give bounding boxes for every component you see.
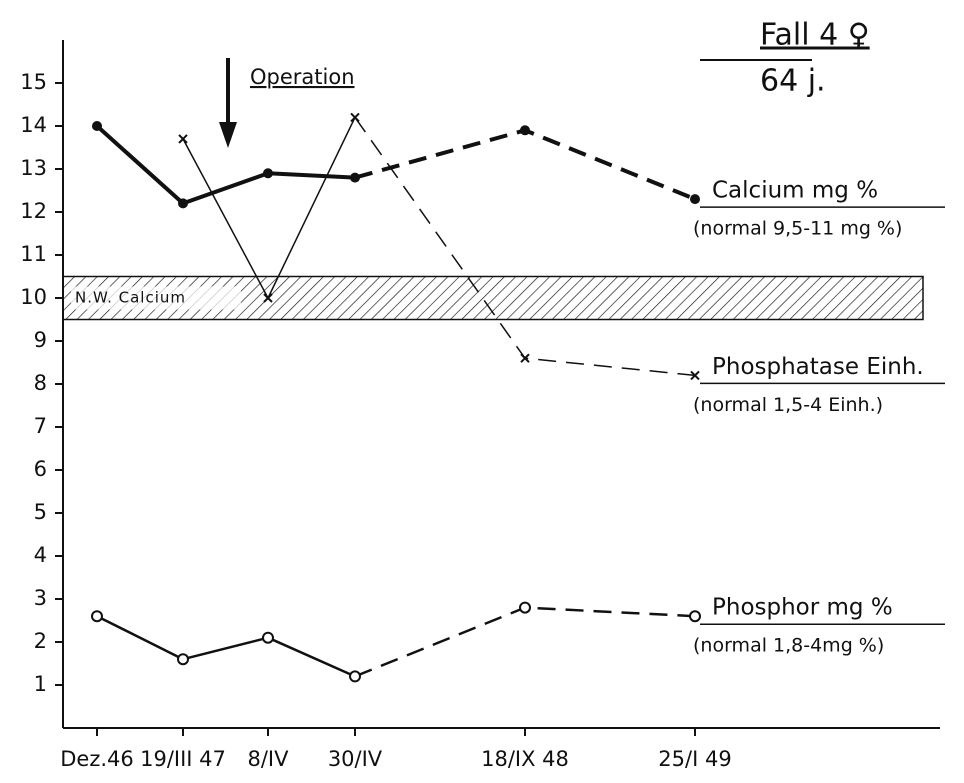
legend-label: Calcium mg % (712, 178, 878, 204)
legend-label: Phosphatase Einh. (712, 354, 924, 380)
point (178, 198, 188, 209)
x-tick-label: 30/IV (328, 747, 383, 771)
y-tick-label: 11 (20, 242, 47, 266)
x-tick-label: 19/III 47 (140, 747, 226, 771)
chart-title: Fall 4 ♀ (760, 18, 870, 53)
y-tick-label: 15 (20, 70, 47, 94)
y-tick-label: 10 (20, 285, 47, 309)
point (519, 601, 531, 614)
point (263, 293, 273, 303)
point (520, 125, 530, 136)
annotation: Operation (250, 65, 355, 89)
y-tick-label: 9 (34, 328, 47, 352)
series-line (96, 615, 356, 678)
y-tick-label: 4 (34, 543, 47, 567)
chart-subtitle: 64 j. (760, 64, 826, 99)
point (91, 610, 103, 623)
x-tick-label: Dez.46 (60, 747, 134, 771)
point (350, 172, 360, 183)
y-tick-label: 8 (34, 371, 47, 395)
series-line (354, 116, 696, 377)
y-tick-label: 13 (20, 156, 47, 180)
point (177, 653, 189, 666)
band-label-bg (71, 286, 241, 310)
series-line (95, 124, 356, 206)
point (520, 353, 530, 363)
x-tick-label: 25/I 49 (658, 747, 731, 771)
legend-note: (normal 1,5-4 Einh.) (693, 394, 883, 416)
legend-note: (normal 1,8-4mg %) (693, 635, 884, 657)
point (178, 134, 188, 144)
arrow-head (219, 122, 237, 148)
y-tick-label: 14 (20, 113, 47, 137)
point (349, 670, 361, 683)
y-tick-label: 6 (34, 457, 47, 481)
y-tick-label: 2 (34, 629, 47, 653)
y-tick-label: 7 (34, 414, 47, 438)
band-label: N.W. Calcium (75, 289, 186, 307)
point (690, 370, 700, 381)
x-tick-label: 18/IX 48 (481, 747, 569, 771)
legend-label: Phosphor mg % (712, 595, 893, 621)
y-tick-label: 12 (20, 199, 47, 223)
y-tick-label: 1 (34, 672, 47, 696)
point (92, 121, 102, 131)
point (263, 168, 273, 179)
series-line (354, 606, 696, 678)
x-tick-label: 8/IV (248, 747, 290, 771)
point (262, 631, 274, 644)
y-tick-label: 3 (34, 586, 47, 610)
point (689, 610, 701, 623)
series-line (182, 117, 356, 299)
point (690, 194, 700, 205)
y-tick-label: 5 (34, 500, 47, 524)
point (350, 112, 360, 123)
legend-note: (normal 9,5-11 mg %) (693, 218, 902, 240)
